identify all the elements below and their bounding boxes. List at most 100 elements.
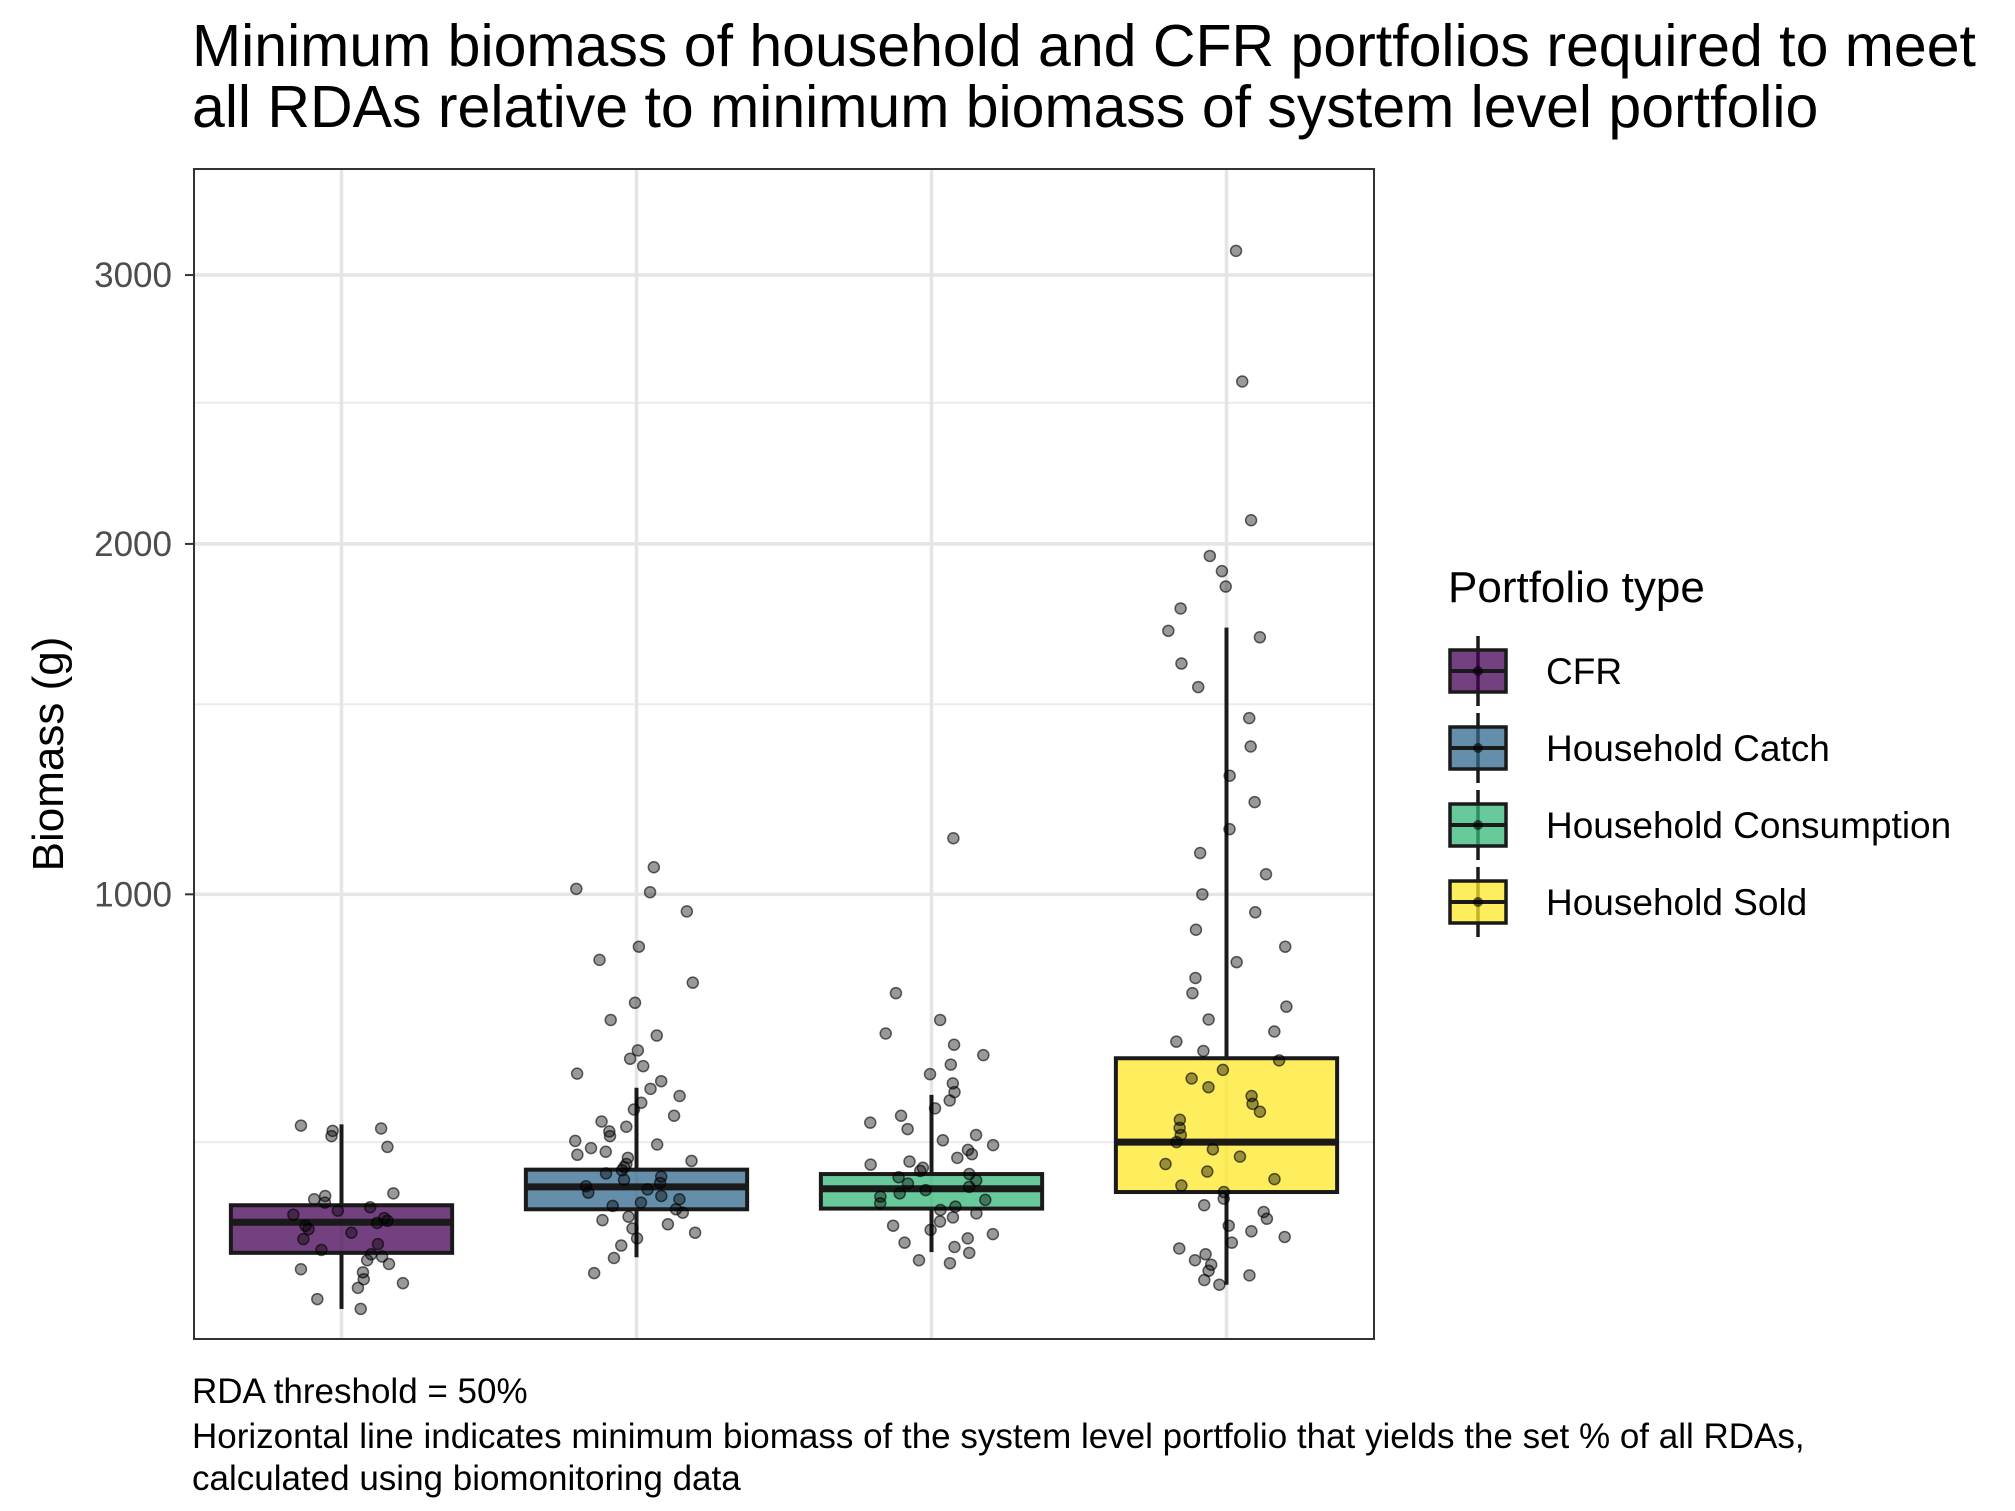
data-point (1173, 1113, 1187, 1127)
y-tick-label: 1000 (94, 875, 172, 914)
data-point (641, 1183, 654, 1196)
data-point (962, 1246, 976, 1260)
data-point (886, 1219, 900, 1232)
data-point (686, 976, 700, 989)
data-point (615, 1239, 628, 1252)
data-point (1186, 986, 1199, 1000)
data-point (1170, 1135, 1183, 1149)
data-point (579, 1179, 593, 1193)
data-point (1245, 1225, 1258, 1238)
data-point (1191, 680, 1205, 694)
data-point (1259, 868, 1273, 881)
data-point (626, 1222, 639, 1235)
data-point (650, 1029, 664, 1042)
data-point (673, 1089, 686, 1103)
data-point (294, 1119, 308, 1132)
data-point (685, 1154, 698, 1168)
data-point (864, 1116, 877, 1129)
data-point (898, 1236, 911, 1249)
data-point (632, 940, 646, 953)
data-point (568, 1134, 582, 1148)
data-point (382, 1257, 396, 1271)
data-point (623, 1052, 637, 1066)
data-point (1257, 1205, 1270, 1219)
data-point (916, 1161, 930, 1175)
data-point (326, 1124, 339, 1138)
boxplot-cfr (228, 1124, 455, 1309)
data-point (934, 1203, 947, 1217)
data-point (1280, 1000, 1293, 1013)
data-point (948, 1240, 961, 1254)
data-point (593, 953, 606, 967)
data-point (879, 1027, 892, 1040)
data-point (636, 1059, 650, 1073)
y-axis-title: Biomass (g) (24, 637, 73, 872)
data-point (375, 1250, 389, 1263)
data-point (315, 1243, 328, 1257)
data-point (599, 1167, 613, 1180)
data-point (1272, 1054, 1286, 1067)
data-point (1197, 1044, 1210, 1058)
data-point (647, 861, 661, 874)
data-point (962, 1167, 976, 1181)
data-point (1215, 564, 1229, 578)
data-point (622, 1210, 635, 1223)
data-point (979, 1193, 992, 1207)
data-point (1222, 1219, 1235, 1232)
data-point (351, 1281, 365, 1295)
legend-label: CFR (1546, 651, 1622, 692)
data-point (607, 1251, 621, 1265)
y-tick-label: 2000 (94, 525, 172, 564)
data-point (294, 1263, 308, 1276)
data-point (1268, 1025, 1281, 1038)
data-point (1162, 624, 1175, 638)
data-point (947, 831, 960, 845)
data-point (631, 1044, 645, 1057)
data-point (1159, 1157, 1172, 1171)
data-point (371, 1237, 385, 1251)
data-point (901, 1177, 915, 1190)
legend-key-point (1473, 820, 1483, 830)
data-point (1175, 1179, 1188, 1192)
data-point (1230, 955, 1243, 969)
data-point (1229, 244, 1243, 258)
data-point (307, 1193, 321, 1206)
data-point (650, 1138, 664, 1151)
data-point (1223, 769, 1236, 782)
data-point (680, 905, 694, 918)
data-point (377, 1211, 391, 1225)
data-point (969, 1128, 983, 1142)
data-point (1206, 1143, 1220, 1156)
data-point (1174, 602, 1187, 615)
data-point (946, 1211, 960, 1224)
data-point (1248, 795, 1261, 809)
points-household-consumption (864, 831, 1000, 1270)
data-point (688, 1226, 702, 1239)
data-point (889, 986, 903, 1000)
data-point (1233, 1150, 1247, 1163)
caption: RDA threshold = 50% Horizontal line indi… (192, 1372, 1805, 1498)
y-axis: 1000 2000 3000 (94, 256, 194, 914)
jitter-point-layer (287, 244, 1293, 1316)
points-household-sold (1159, 244, 1293, 1291)
data-point (1278, 1230, 1291, 1244)
panel-border (193, 168, 1375, 1340)
legend-key-point (1473, 743, 1483, 753)
data-point (606, 1199, 619, 1213)
data-point (864, 1158, 877, 1171)
data-point (595, 1115, 608, 1128)
data-point (297, 1232, 310, 1246)
data-point (1196, 888, 1209, 901)
boxplot-household-catch (523, 1087, 750, 1258)
data-point (1188, 1253, 1202, 1267)
caption-line-2: Horizontal line indicates minimum biomas… (192, 1417, 1805, 1456)
data-point (345, 1226, 358, 1239)
data-point (1213, 1278, 1226, 1291)
data-point (1170, 1035, 1183, 1048)
data-point (1219, 580, 1232, 593)
data-point (287, 1208, 300, 1221)
data-point (299, 1219, 312, 1232)
data-point (1197, 1198, 1211, 1212)
data-point (628, 996, 642, 1010)
